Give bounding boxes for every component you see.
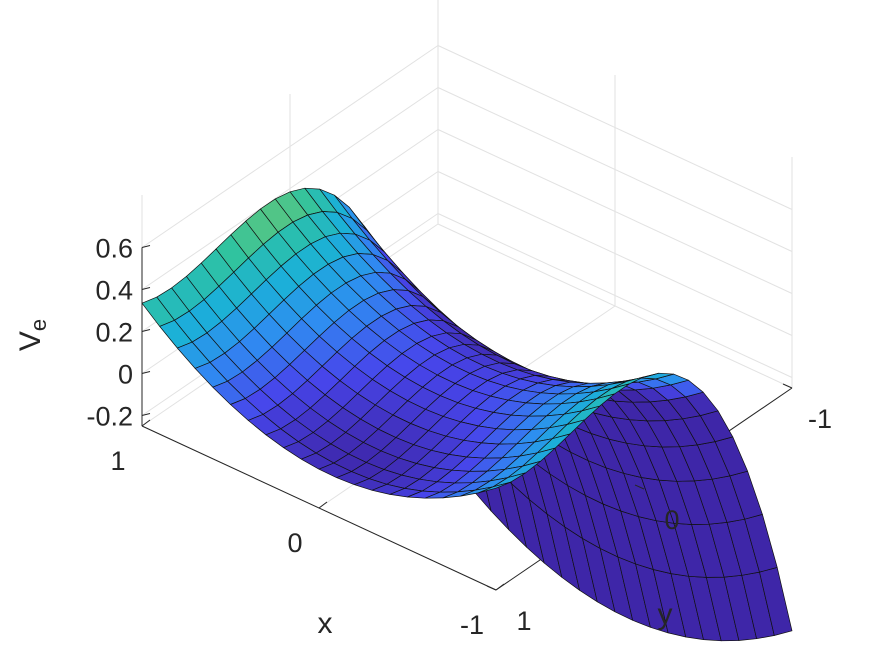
z-axis-label-subscript: e [26, 319, 51, 331]
surface-mesh [141, 187, 793, 642]
z-tick-label: 0.2 [95, 318, 133, 348]
x-tick-label: 0 [287, 528, 302, 558]
z-tick-mark [141, 287, 151, 290]
z-axis-label-main: V [14, 331, 47, 351]
z-tick-mark [141, 371, 151, 374]
z-tick-mark [141, 329, 151, 332]
x-tick-label: 1 [110, 446, 125, 476]
x-tick-mark [141, 419, 151, 427]
z-tick-label: 0.6 [95, 234, 133, 264]
z-tick-mark [141, 245, 151, 248]
labels-layer: x y Ve [14, 319, 673, 640]
y-tick-mark [486, 585, 497, 591]
y-tick-label: -1 [808, 404, 832, 434]
z-tick-label: -0.2 [86, 402, 133, 432]
x-axis-label: x [318, 607, 333, 640]
z-axis-label: Ve [14, 319, 51, 351]
x-tick-mark [318, 501, 328, 509]
y-axis-label: y [658, 598, 673, 631]
z-tick-label: 0 [118, 360, 133, 390]
y-tick-label: 1 [516, 606, 531, 636]
svg-text:Ve: Ve [14, 319, 51, 351]
x-tick-mark [495, 583, 505, 591]
y-tick-mark [782, 383, 793, 389]
ticks-layer: 0.6 0.4 0.2 0 -0.2 1 0 -1 1 0 -1 [86, 234, 832, 641]
z-tick-mark [141, 413, 151, 416]
x-tick-label: -1 [460, 610, 484, 640]
z-tick-label: 0.4 [95, 276, 133, 306]
y-tick-mark [634, 484, 645, 490]
y-tick-label: 0 [664, 505, 679, 535]
surface-facet [477, 481, 512, 494]
